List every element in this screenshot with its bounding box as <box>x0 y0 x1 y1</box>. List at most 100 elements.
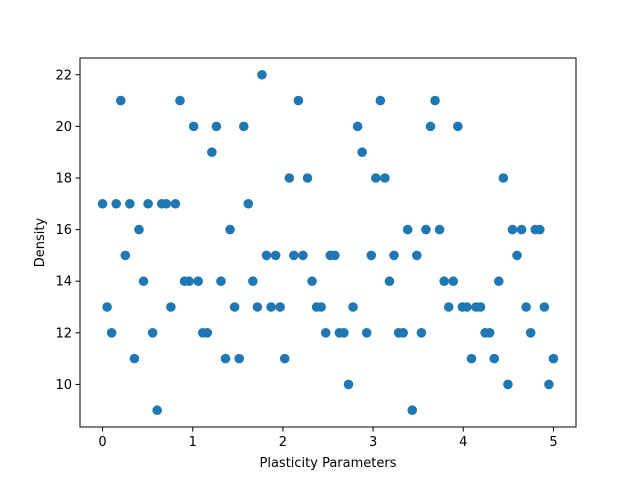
data-point <box>516 224 527 235</box>
data-point <box>448 276 459 287</box>
data-point <box>166 302 176 312</box>
data-point <box>389 250 399 261</box>
x-axis-ticks: 0 1 2 3 4 5 <box>98 427 558 450</box>
data-point <box>125 198 135 209</box>
data-point <box>475 302 486 312</box>
data-point <box>407 405 418 416</box>
data-point <box>534 224 545 235</box>
x-tick-label: 3 <box>369 435 377 450</box>
data-point <box>211 121 222 132</box>
data-point <box>430 95 440 106</box>
data-point <box>238 121 249 132</box>
x-tick-label: 5 <box>549 435 557 450</box>
data-point <box>161 198 172 209</box>
data-point <box>275 302 285 312</box>
data-point <box>147 328 158 338</box>
data-point <box>425 121 436 132</box>
data-point <box>216 276 226 287</box>
y-tick-label: 22 <box>55 68 72 83</box>
x-tick-label: 1 <box>189 435 197 450</box>
data-point <box>193 276 203 287</box>
data-point <box>398 328 408 338</box>
data-point <box>375 95 386 106</box>
data-point <box>439 276 449 287</box>
data-point <box>279 353 290 364</box>
data-point <box>339 328 349 338</box>
y-axis-ticks: 10 12 14 16 18 20 22 <box>55 68 80 393</box>
data-point <box>307 276 317 287</box>
data-point <box>525 328 536 338</box>
data-point <box>143 198 153 209</box>
data-point <box>220 353 231 364</box>
data-point <box>421 224 431 235</box>
data-point <box>207 147 217 157</box>
data-point <box>134 224 144 235</box>
data-point <box>284 173 295 183</box>
data-point <box>170 198 181 209</box>
y-tick-label: 12 <box>55 326 72 341</box>
y-tick-label: 10 <box>55 378 72 393</box>
data-point <box>302 173 313 183</box>
data-point <box>443 302 454 312</box>
data-point <box>371 173 381 183</box>
data-point <box>343 379 354 390</box>
data-point <box>138 276 149 287</box>
data-point <box>544 379 554 390</box>
data-point <box>248 276 258 287</box>
data-point <box>261 250 272 261</box>
data-point <box>298 250 308 261</box>
data-point <box>521 302 531 312</box>
y-tick-label: 14 <box>55 275 72 290</box>
data-point <box>293 95 304 106</box>
data-point <box>202 328 213 338</box>
x-tick-label: 2 <box>279 435 287 450</box>
data-point <box>380 173 390 183</box>
data-point <box>539 302 550 312</box>
x-axis-label: Plasticity Parameters <box>260 456 397 471</box>
data-point <box>188 121 199 132</box>
data-point <box>243 198 254 209</box>
data-point <box>129 353 140 364</box>
plot-frame <box>79 57 577 428</box>
data-point <box>257 69 267 80</box>
data-point <box>512 250 522 261</box>
data-point <box>97 198 108 209</box>
data-point <box>361 328 372 338</box>
data-point <box>316 302 326 312</box>
data-point <box>289 250 299 261</box>
data-point <box>115 95 126 106</box>
data-point <box>357 147 367 157</box>
data-point <box>348 302 358 312</box>
data-point <box>412 250 422 261</box>
data-point <box>548 353 559 364</box>
points-layer <box>97 69 559 416</box>
data-point <box>352 121 363 132</box>
data-point <box>462 302 472 312</box>
data-point <box>494 276 504 287</box>
data-point <box>503 379 513 390</box>
data-point <box>252 302 263 312</box>
data-point <box>498 173 509 183</box>
data-point <box>384 276 395 287</box>
data-point <box>330 250 340 261</box>
data-point <box>234 353 244 364</box>
data-point <box>320 328 331 338</box>
data-point <box>402 224 413 235</box>
data-point <box>270 250 281 261</box>
data-point <box>102 302 112 312</box>
data-point <box>229 302 240 312</box>
data-point <box>266 302 276 312</box>
data-point <box>507 224 518 235</box>
y-tick-label: 20 <box>55 120 72 135</box>
y-tick-label: 18 <box>55 171 72 186</box>
data-point <box>416 328 427 338</box>
x-tick-label: 4 <box>459 435 467 450</box>
data-point <box>434 224 445 235</box>
data-point <box>466 353 477 364</box>
data-point <box>120 250 131 261</box>
y-tick-label: 16 <box>55 223 72 238</box>
data-point <box>225 224 235 235</box>
